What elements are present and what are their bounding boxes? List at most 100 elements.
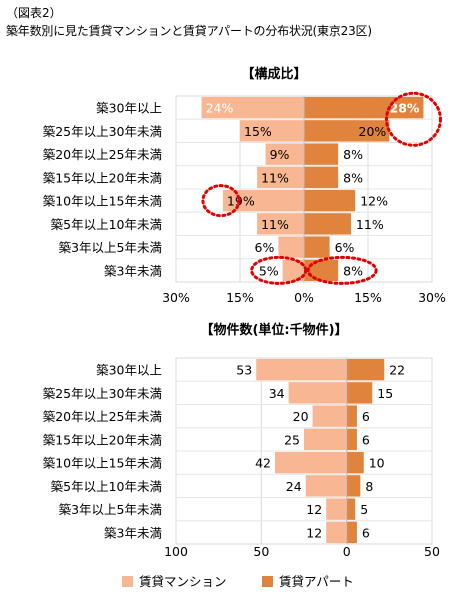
tick-label: 15%: [354, 290, 382, 305]
data-label-apartment: 6: [362, 409, 370, 424]
bar-mansion: [326, 521, 347, 544]
bar-mansion: [240, 120, 304, 142]
bar-apartment: [346, 475, 361, 497]
bar-mansion: [256, 358, 347, 381]
data-label-apartment: 22: [389, 363, 405, 378]
highlight-circle: [250, 255, 308, 285]
tick-label: 30%: [162, 290, 190, 305]
bar-apartment: [304, 189, 356, 212]
category-label: 築25年以上30年未満: [43, 386, 162, 401]
data-label-mansion: 6%: [255, 240, 275, 255]
category-label: 築10年以上15年未満: [43, 456, 162, 471]
legend: 賃貸マンション 賃貸アパート: [122, 574, 354, 589]
bar-apartment: [346, 521, 357, 544]
data-label-mansion: 11%: [261, 170, 289, 185]
category-label: 築30年以上: [96, 363, 162, 378]
bar-apartment: [304, 143, 339, 165]
highlight-circle: [201, 184, 241, 218]
category-label: 築15年以上20年未満: [43, 170, 162, 185]
category-label: 築25年以上30年未満: [43, 124, 162, 139]
data-label-apartment: 8%: [343, 147, 363, 162]
category-label: 築3年以上5年未満: [59, 502, 162, 517]
chart-title: 【物件数(単位:千物件)】: [200, 322, 347, 338]
data-label-apartment: 10: [369, 456, 385, 471]
figure-caption: （図表2）: [6, 6, 62, 20]
data-label-mansion: 20: [293, 409, 309, 424]
bar-apartment: [346, 382, 373, 404]
category-label: 築5年以上10年未満: [51, 217, 162, 232]
category-label: 築20年以上25年未満: [43, 147, 162, 162]
bar-mansion: [257, 213, 304, 235]
bar-mansion: [222, 189, 304, 212]
bar-mansion: [265, 143, 304, 165]
data-label-apartment: 8%: [343, 263, 363, 278]
figure-subtitle: 築年数別に見た賃貸マンションと賃貸アパートの分布状況(東京23区): [6, 24, 372, 38]
data-label-apartment: 20%: [359, 124, 387, 139]
chart-title: 【構成比】: [241, 66, 306, 82]
category-label: 築3年未満: [104, 525, 162, 540]
data-label-apartment: 8: [365, 479, 373, 494]
data-label-apartment: 8%: [343, 170, 363, 185]
data-label-apartment: 6: [362, 432, 370, 447]
bar-apartment: [346, 451, 364, 474]
category-label: 築15年以上20年未満: [43, 432, 162, 447]
bar-mansion: [274, 451, 347, 474]
bar-apartment: [346, 358, 385, 381]
data-label-apartment: 12%: [360, 194, 388, 209]
highlight-circle: [306, 255, 378, 285]
tick-label: 50: [253, 544, 269, 559]
data-label-mansion: 25: [284, 432, 300, 447]
data-label-apartment: 6: [362, 525, 370, 540]
tick-label: 15%: [226, 290, 254, 305]
category-label: 築3年未満: [104, 263, 162, 278]
data-label-mansion: 12: [306, 502, 322, 517]
category-label: 築10年以上15年未満: [43, 194, 162, 209]
bar-apartment: [304, 166, 339, 189]
data-label-apartment: 11%: [356, 217, 384, 232]
category-label: 築5年以上10年未満: [51, 479, 162, 494]
bar-mansion: [201, 96, 304, 119]
legend-swatch: [122, 576, 133, 587]
bar-apartment: [346, 498, 356, 520]
tick-label: 50: [424, 544, 440, 559]
data-label-mansion: 5%: [259, 263, 279, 278]
bar-mansion: [326, 498, 347, 520]
tick-label: 100: [164, 544, 188, 559]
bar-mansion: [304, 428, 347, 451]
category-label: 築30年以上: [96, 101, 162, 116]
bar-apartment: [304, 120, 390, 142]
category-label: 築3年以上5年未満: [59, 240, 162, 255]
data-label-mansion: 24%: [206, 101, 234, 116]
data-label-mansion: 24: [286, 479, 302, 494]
legend-label: 賃貸マンション: [139, 574, 227, 589]
chart-2: 【物件数(単位:千物件)】築30年以上築25年以上30年未満築20年以上25年未…: [43, 322, 440, 559]
bar-mansion: [305, 475, 347, 497]
tick-label: 0: [343, 544, 351, 559]
data-label-mansion: 12: [306, 525, 322, 540]
data-label-mansion: 34: [269, 386, 285, 401]
data-label-mansion: 42: [255, 456, 271, 471]
bar-mansion: [312, 405, 347, 427]
highlight-circle: [384, 91, 442, 147]
bar-apartment: [346, 405, 357, 427]
chart-1: 【構成比】築30年以上築25年以上30年未満築20年以上25年未満築15年以上2…: [43, 66, 446, 305]
bar-mansion: [288, 382, 347, 404]
data-label-apartment: 6%: [335, 240, 355, 255]
data-label-apartment: 28%: [390, 101, 420, 116]
legend-swatch: [262, 576, 273, 587]
bar-apartment: [304, 213, 351, 235]
data-label-apartment: 15: [377, 386, 393, 401]
data-label-mansion: 15%: [244, 124, 272, 139]
bar-apartment: [304, 236, 330, 258]
bar-mansion: [282, 259, 304, 282]
tick-label: 30%: [418, 290, 446, 305]
data-label-mansion: 9%: [270, 147, 290, 162]
bar-mansion: [257, 166, 304, 189]
tick-label: 0%: [294, 290, 314, 305]
data-label-mansion: 53: [236, 363, 252, 378]
bar-mansion: [278, 236, 304, 258]
data-label-mansion: 11%: [261, 217, 289, 232]
bar-apartment: [346, 428, 357, 451]
